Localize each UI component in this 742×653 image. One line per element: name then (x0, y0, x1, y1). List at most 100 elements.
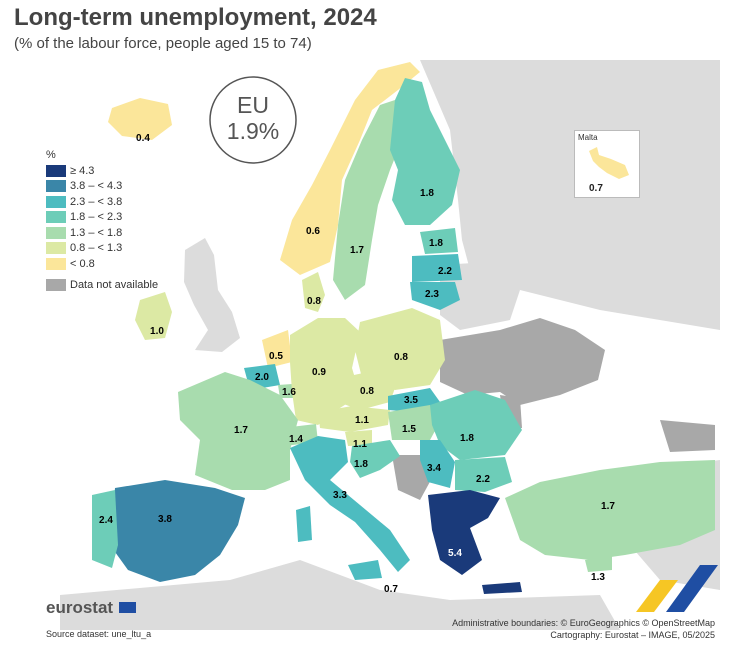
legend-swatch (46, 164, 66, 177)
legend-row: ≥ 4.3 (46, 163, 158, 179)
credits-line-1: Administrative boundaries: © EuroGeograp… (452, 618, 715, 628)
label-turkey: 1.7 (601, 501, 615, 512)
label-romania: 1.8 (460, 433, 474, 444)
label-germany: 0.9 (312, 367, 326, 378)
label-italy: 3.3 (333, 490, 347, 501)
romania-shape (430, 390, 522, 460)
label-luxembourg: 1.6 (282, 387, 296, 398)
legend-row-na: Data not available (46, 278, 158, 294)
legend-row: 1.3 – < 1.8 (46, 225, 158, 241)
legend-label: 2.3 – < 3.8 (70, 195, 123, 208)
legend-label: 1.3 – < 1.8 (70, 226, 123, 239)
lithuania-shape (410, 282, 460, 310)
estonia-shape (420, 228, 458, 254)
eu-flag-icon (119, 602, 136, 613)
label-ireland: 1.0 (150, 326, 164, 337)
malta-shape (589, 147, 629, 179)
ireland-shape (135, 292, 172, 340)
malta-shape-svg (589, 147, 629, 179)
decor-stripe-yellow (636, 580, 678, 612)
legend-row: < 0.8 (46, 256, 158, 272)
label-sweden: 1.7 (350, 245, 364, 256)
eu-badge-value: 1.9% (227, 118, 279, 144)
label-spain: 3.8 (158, 514, 172, 525)
north-africa-shape (60, 560, 620, 630)
label-croatia: 1.8 (354, 459, 368, 470)
russia-shape (420, 60, 720, 330)
sardinia-shape (296, 506, 312, 542)
legend-label: ≥ 4.3 (70, 164, 95, 177)
legend-label: 1.8 – < 2.3 (70, 211, 123, 224)
malta-inset-title: Malta (578, 133, 598, 142)
crete-shape (482, 582, 522, 594)
legend-swatch (46, 242, 66, 255)
france-shape (178, 372, 298, 490)
portugal-shape (92, 490, 118, 568)
sicily-shape (348, 560, 382, 580)
label-norway: 0.6 (306, 226, 320, 237)
legend-swatch (46, 226, 66, 239)
caucasus-shape (660, 420, 715, 452)
legend-label: 0.8 – < 1.3 (70, 242, 123, 255)
eu-badge-label: EU (237, 92, 269, 118)
label-france: 1.7 (234, 425, 248, 436)
iceland-shape (108, 98, 172, 140)
legend-label: < 0.8 (70, 257, 95, 270)
legend-swatch (46, 257, 66, 270)
turkey-shape (505, 460, 715, 560)
malta-inset-value: 0.7 (589, 183, 603, 194)
legend-unit: % (46, 149, 56, 161)
label-poland: 0.8 (394, 352, 408, 363)
greece-shape (428, 490, 500, 575)
label-slovakia: 3.5 (404, 395, 418, 406)
label-finland: 1.8 (420, 188, 434, 199)
hungary-shape (388, 405, 442, 440)
label-cyprus: 1.3 (591, 572, 605, 583)
austria-shape (318, 406, 390, 432)
label-czechia: 0.8 (360, 386, 374, 397)
legend-row: 1.8 – < 2.3 (46, 210, 158, 226)
label-latvia: 2.2 (438, 266, 452, 277)
label-slovenia: 1.1 (353, 439, 367, 450)
credits-line-2: Cartography: Eurostat – IMAGE, 05/2025 (550, 630, 715, 640)
netherlands-shape (262, 330, 292, 368)
credits: Administrative boundaries: © EuroGeograp… (452, 617, 715, 641)
label-serbia: 3.4 (427, 463, 441, 474)
ukraine-belarus-shape (440, 318, 605, 405)
legend-row: 0.8 – < 1.3 (46, 241, 158, 257)
malta-inset: Malta 0.7 (574, 130, 640, 198)
decor-stripe-blue (666, 565, 718, 612)
label-lithuania: 2.3 (425, 289, 439, 300)
czechia-shape (338, 372, 395, 410)
uk-shape (184, 238, 240, 352)
label-greece: 5.4 (448, 548, 462, 559)
label-iceland: 0.4 (136, 133, 150, 144)
label-sicily: 0.7 (384, 584, 398, 595)
legend-label: Data not available (70, 279, 159, 292)
slovenia-shape (345, 430, 372, 446)
label-belgium: 2.0 (255, 372, 269, 383)
source-dataset: Source dataset: une_ltu_a (46, 629, 152, 639)
label-bulgaria: 2.2 (476, 474, 490, 485)
legend-swatch (46, 195, 66, 208)
cyprus-shape (585, 556, 612, 572)
label-hungary: 1.5 (402, 424, 416, 435)
poland-shape (355, 308, 445, 390)
eu-badge-circle (209, 76, 297, 164)
legend-swatch (46, 279, 66, 292)
croatia-shape (350, 440, 400, 478)
luxembourg-shape (278, 384, 293, 398)
legend: % ≥ 4.3 3.8 – < 4.3 2.3 – < 3.8 1.8 – < … (46, 149, 158, 293)
label-estonia: 1.8 (429, 238, 443, 249)
label-netherlands: 0.5 (269, 351, 283, 362)
serbia-shape (420, 440, 455, 488)
sweden-shape (333, 100, 402, 300)
eurostat-logo: eurostat (46, 598, 114, 617)
denmark-shape (302, 272, 325, 312)
legend-swatch (46, 211, 66, 224)
italy-shape (290, 436, 410, 572)
map-subtitle: (% of the labour force, people aged 15 t… (14, 35, 312, 52)
legend-swatch (46, 180, 66, 193)
bulgaria-shape (455, 457, 512, 492)
map-title: Long-term unemployment, 2024 (14, 4, 377, 31)
